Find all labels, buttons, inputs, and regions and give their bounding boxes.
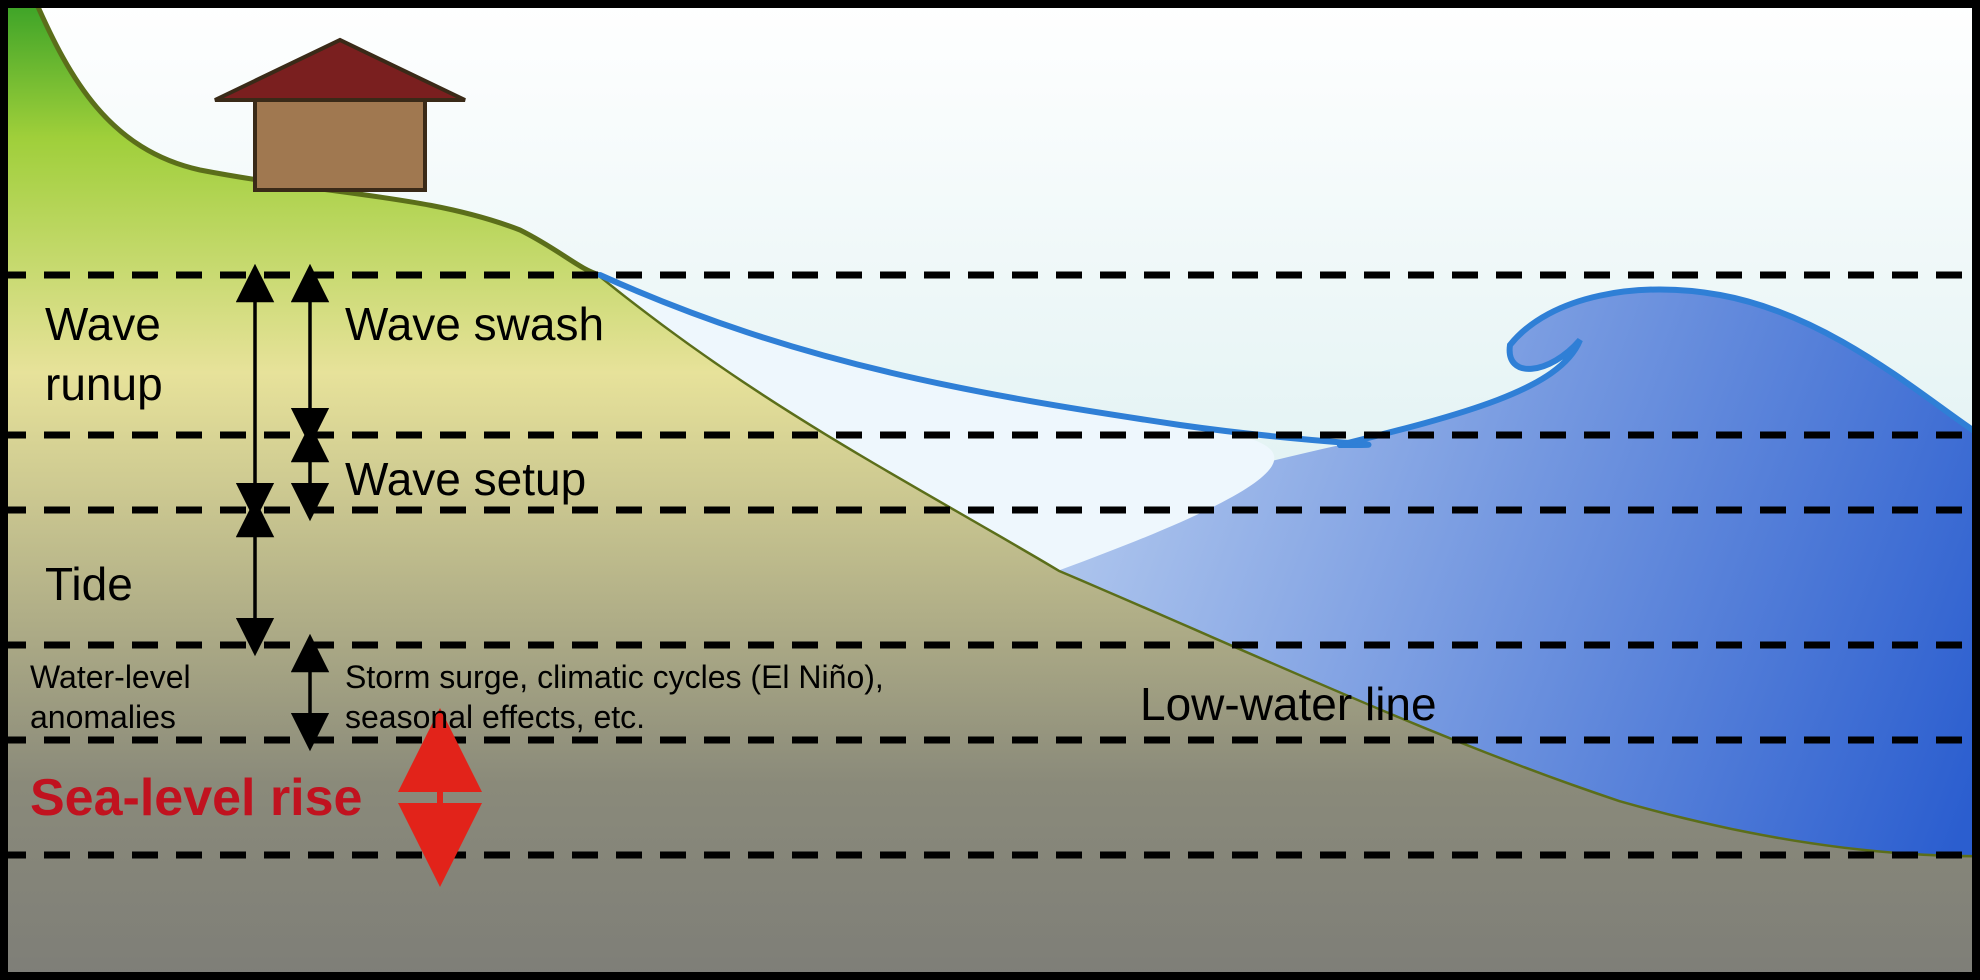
label-tide: Tide	[45, 558, 133, 610]
label-wave-setup: Wave setup	[345, 453, 586, 505]
label-anom-left-2: anomalies	[30, 699, 176, 735]
label-anom-left-1: Water-level	[30, 659, 191, 695]
label-anom-right-2: seasonal effects, etc.	[345, 699, 645, 735]
label-sea-level-rise: Sea-level rise	[30, 769, 362, 827]
label-wave-runup-1: Wave	[45, 298, 161, 350]
label-anom-right-1: Storm surge, climatic cycles (El Niño),	[345, 659, 884, 695]
label-low-water-line: Low-water line	[1140, 678, 1437, 730]
label-wave-runup-2: runup	[45, 358, 163, 410]
label-wave-swash: Wave swash	[345, 298, 604, 350]
